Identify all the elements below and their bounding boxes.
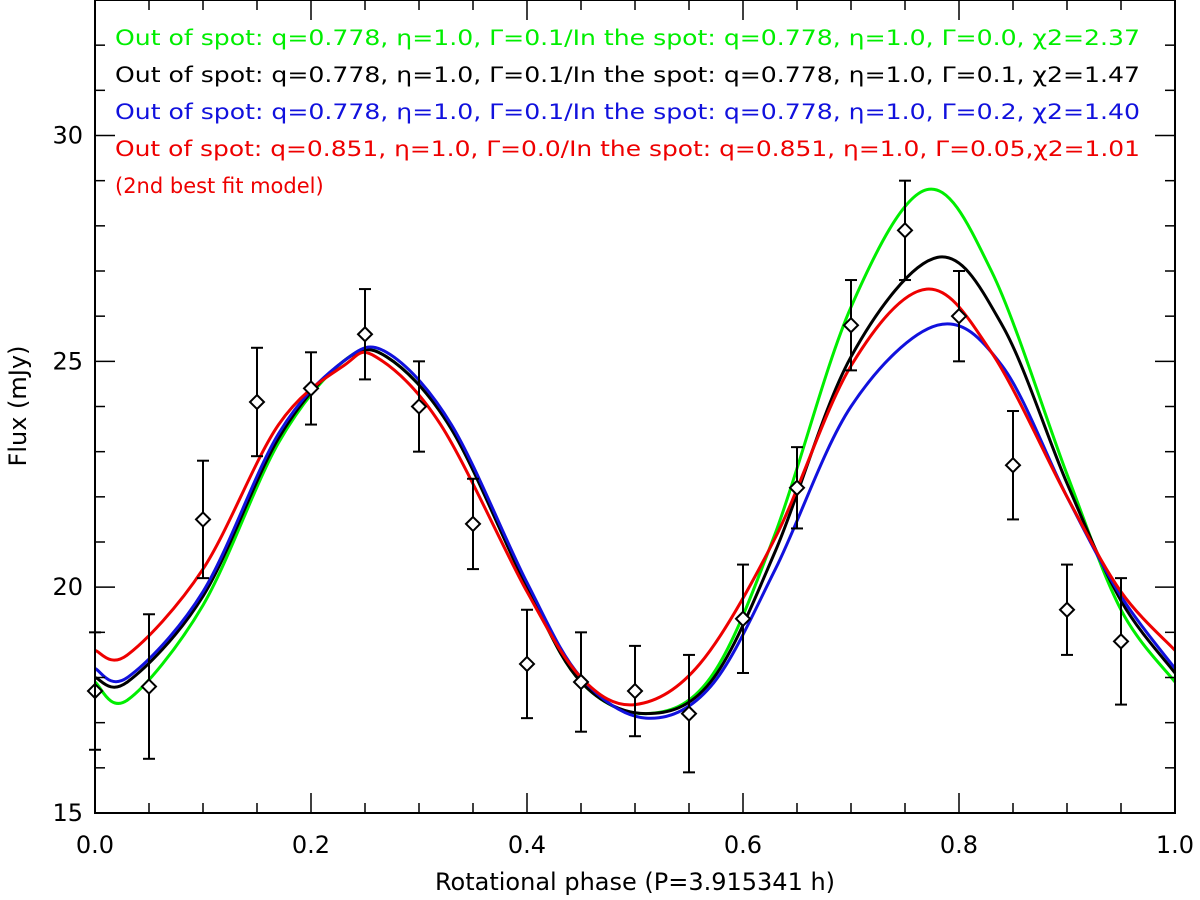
y-tick-label: 25 (52, 347, 83, 375)
data-point (194, 459, 212, 580)
tick-labels: 0.0 0.2 0.4 0.6 0.8 1.0 15 20 25 30 (52, 122, 1194, 860)
series-line-4 (94, 287, 1177, 707)
diamond-marker (356, 325, 374, 343)
data-point (572, 631, 590, 733)
diamond-marker (896, 221, 914, 239)
diamond-marker (950, 307, 968, 325)
diamond-marker (788, 479, 806, 497)
diamond-marker (1058, 601, 1076, 619)
data-point (356, 288, 374, 381)
x-tick-label: 0.4 (508, 831, 546, 859)
x-tick-label: 0.2 (292, 831, 330, 859)
legend-entry-5: (2nd best fit model) (115, 174, 324, 198)
y-tick-label: 30 (52, 122, 83, 150)
diamond-marker (1004, 456, 1022, 474)
diamond-marker (680, 705, 698, 723)
legend: Out of spot: q=0.778, η=1.0, Γ=0.1/In th… (115, 26, 1140, 198)
data-point (1112, 577, 1130, 706)
data-point (410, 360, 428, 453)
diamond-marker (410, 398, 428, 415)
observed-points (86, 179, 1130, 774)
diamond-marker (572, 673, 590, 691)
diamond-marker (464, 515, 482, 533)
data-point (248, 346, 266, 458)
diamond-marker (626, 682, 644, 700)
diamond-marker (518, 655, 536, 673)
x-tick-label: 0.0 (76, 831, 114, 859)
data-point (302, 351, 320, 426)
data-point (788, 446, 806, 530)
y-tick-label: 15 (52, 799, 83, 827)
data-point (626, 644, 644, 738)
data-point (950, 270, 968, 363)
diamond-marker (734, 610, 752, 628)
x-axis-label: Rotational phase (P=3.915341 h) (435, 868, 835, 896)
data-point (680, 653, 698, 774)
model-curves (93, 187, 1177, 720)
data-point (1004, 410, 1022, 521)
diamond-marker (248, 393, 266, 411)
diamond-marker (1112, 632, 1130, 650)
y-axis-label: Flux (mJy) (4, 346, 32, 467)
data-point (140, 613, 158, 760)
x-tick-label: 0.6 (724, 831, 762, 859)
diamond-marker (302, 380, 320, 397)
x-tick-label: 1.0 (1156, 831, 1194, 859)
data-point (896, 179, 914, 282)
legend-entry-2: Out of spot: q=0.778, η=1.0, Γ=0.1/In th… (115, 63, 1140, 87)
data-point (464, 477, 482, 571)
data-point (734, 563, 752, 674)
legend-entry-3: Out of spot: q=0.778, η=1.0, Γ=0.1/In th… (115, 100, 1140, 124)
data-point (1058, 563, 1076, 656)
plot-frame (94, 0, 1176, 814)
x-tick-label: 0.8 (940, 831, 978, 859)
data-point (518, 608, 536, 720)
diamond-marker (194, 511, 212, 528)
data-point (842, 279, 860, 372)
legend-entry-1: Out of spot: q=0.778, η=1.0, Γ=0.1/In th… (115, 26, 1140, 50)
series-line-3 (94, 322, 1177, 720)
diamond-marker (842, 316, 860, 334)
legend-entry-4: Out of spot: q=0.851, η=1.0, Γ=0.0/In th… (115, 137, 1140, 161)
y-tick-label: 20 (52, 573, 83, 601)
series-line-2 (94, 255, 1177, 716)
diamond-marker (140, 678, 158, 695)
